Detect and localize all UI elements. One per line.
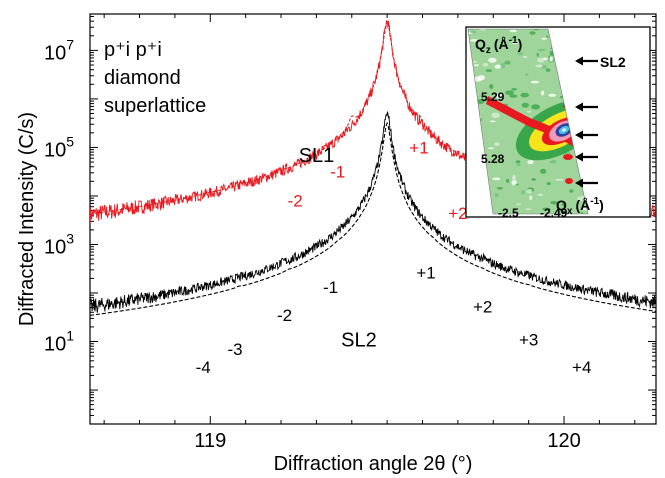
series-label: SL1 — [299, 145, 335, 167]
inset-y-tick-label: 5.29 — [481, 90, 505, 104]
sample-label-line-2: diamond — [104, 67, 181, 89]
inset-x-label: Qx (Å-1) — [556, 196, 604, 217]
inset-x-tick-label: -2.49 — [540, 206, 568, 220]
sample-label-line-1: p⁺i p⁺i — [104, 39, 162, 61]
order-label: -1 — [330, 163, 345, 182]
order-label: -2 — [288, 192, 303, 211]
series-line-sl2 — [90, 110, 656, 313]
order-labels: -2 -1 +1 +2 -4 -3 -2 -1 +1 +2 +3 +4 — [196, 138, 592, 377]
inset-arrow-head — [575, 178, 583, 188]
inset-arrow-head — [575, 102, 583, 112]
order-label: +3 — [519, 330, 538, 349]
inset-arrows — [575, 56, 598, 188]
order-label: -2 — [277, 306, 292, 325]
order-label: +4 — [572, 358, 591, 377]
order-label: -4 — [196, 358, 211, 377]
inset-arrow-head — [575, 56, 583, 66]
inset-arrow-head — [575, 152, 583, 162]
inset-arrow-head — [575, 130, 583, 140]
y-tick-label: 107 — [44, 36, 74, 64]
x-tick-label: 119 — [194, 430, 226, 452]
axis-ticks — [90, 14, 656, 425]
y-axis-label: Diffracted Intensity (C/s) — [16, 112, 38, 326]
order-label: +2 — [448, 204, 467, 223]
series-line-sl2-simulation — [90, 121, 656, 316]
order-label: +2 — [473, 297, 492, 316]
satellite-spot — [565, 178, 573, 184]
x-tick-labels: 119 120 — [194, 430, 580, 452]
satellite-spot — [563, 154, 573, 160]
series-labels: SL1 SL2 — [299, 145, 377, 351]
inset-rsm: Qz (Å-1) Qx (Å-1) SL2 5.29 5.28 -2.5 -2.49 — [465, 26, 651, 220]
inset-x-tick-label: -2.5 — [498, 206, 519, 220]
x-axis-label: Diffraction angle 2θ (°) — [274, 453, 473, 475]
order-label: -3 — [227, 340, 242, 359]
series-label: SL2 — [341, 329, 377, 351]
inset-y-label: Qz (Å-1) — [475, 35, 522, 56]
inset-annotation-sl2: SL2 — [600, 54, 626, 70]
y-tick-label: 101 — [44, 328, 74, 356]
sample-label-line-3: superlattice — [104, 95, 206, 117]
y-tick-label: 103 — [44, 230, 74, 258]
y-tick-labels: 101 103 105 107 — [44, 36, 74, 355]
inset-y-tick-label: 5.28 — [481, 152, 505, 166]
heatmap-peak-center — [562, 128, 566, 132]
order-label: +1 — [409, 138, 428, 157]
order-label: +1 — [416, 263, 435, 282]
x-tick-label: 120 — [547, 430, 580, 452]
order-label: -1 — [323, 278, 338, 297]
inset-map-outline — [467, 28, 589, 215]
y-tick-label: 105 — [44, 133, 74, 161]
